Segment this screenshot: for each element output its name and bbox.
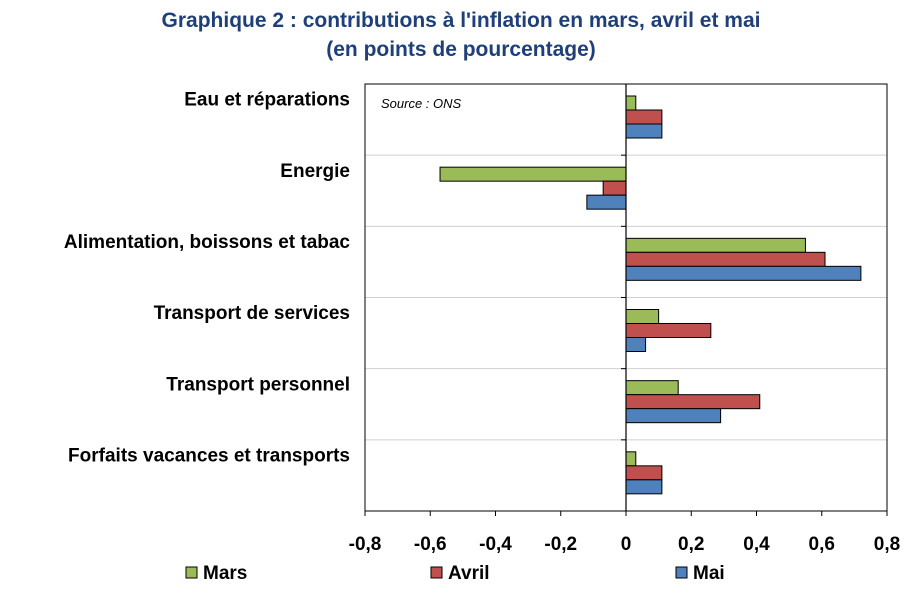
x-tick-label: -0,6 bbox=[414, 534, 447, 555]
bar-mars-4 bbox=[625, 309, 660, 324]
bar-avril-5 bbox=[625, 394, 761, 410]
legend-swatch-avril bbox=[430, 566, 443, 579]
bar-avril-1 bbox=[625, 109, 663, 125]
category-label: Forfaits vacances et transports bbox=[68, 445, 350, 466]
source-note: Source : ONS bbox=[381, 96, 462, 111]
x-tick-label: -0,2 bbox=[544, 534, 577, 555]
bar-mai-2 bbox=[586, 194, 627, 210]
chart-title-line1: Graphique 2 : contributions à l'inflatio… bbox=[161, 9, 761, 32]
x-tick-label: 0,2 bbox=[678, 534, 704, 555]
bar-mai-4 bbox=[625, 337, 647, 352]
bar-mai-1 bbox=[625, 123, 663, 139]
x-tick-label: 0 bbox=[621, 534, 632, 555]
category-label: Transport personnel bbox=[166, 374, 350, 395]
x-tick-label: 0,6 bbox=[809, 534, 835, 555]
x-tick-label: -0,4 bbox=[479, 534, 512, 555]
bar-mars-6 bbox=[625, 451, 637, 467]
legend-label-avril: Avril bbox=[448, 563, 490, 584]
bar-mai-6 bbox=[625, 479, 663, 495]
bar-mars-5 bbox=[625, 380, 679, 396]
legend-label-mars: Mars bbox=[203, 563, 247, 584]
bar-mai-5 bbox=[625, 408, 722, 424]
bar-mars-3 bbox=[625, 237, 806, 253]
category-label: Alimentation, boissons et tabac bbox=[64, 232, 351, 253]
x-tick-label: -0,8 bbox=[349, 534, 382, 555]
category-label: Transport de services bbox=[154, 303, 350, 324]
category-label: Energie bbox=[280, 161, 350, 182]
chart-title-line2: (en points de pourcentage) bbox=[326, 38, 596, 61]
x-tick-label: 0,4 bbox=[743, 534, 770, 555]
bar-mai-3 bbox=[625, 265, 862, 281]
bar-avril-2 bbox=[602, 180, 627, 196]
legend-label-mai: Mai bbox=[693, 563, 725, 584]
bar-mars-1 bbox=[625, 95, 637, 111]
legend-swatch-mars bbox=[185, 566, 198, 579]
bar-avril-4 bbox=[625, 323, 712, 338]
category-label: Eau et réparations bbox=[184, 90, 350, 111]
bar-avril-6 bbox=[625, 465, 663, 481]
bar-avril-3 bbox=[625, 251, 826, 267]
bar-mars-2 bbox=[439, 166, 627, 182]
chart-title: Graphique 2 : contributions à l'inflatio… bbox=[0, 6, 922, 64]
x-tick-label: 0,8 bbox=[874, 534, 900, 555]
legend-swatch-mai bbox=[675, 566, 688, 579]
